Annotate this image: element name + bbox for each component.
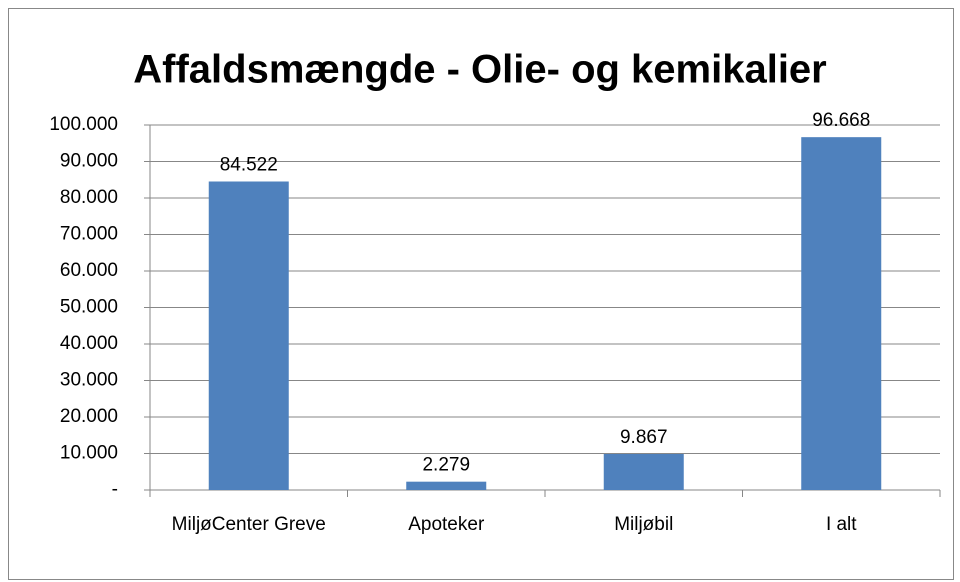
y-tick-label: 10.000	[60, 443, 118, 464]
x-tick-label: Miljøbil	[614, 514, 674, 535]
y-tick-label: 60.000	[60, 260, 118, 281]
bar	[603, 453, 684, 490]
y-tick-label: 80.000	[60, 187, 118, 208]
data-label: 96.668	[812, 110, 870, 131]
y-tick-label: 40.000	[60, 333, 118, 354]
y-tick-label: -	[112, 479, 118, 500]
data-label: 9.867	[620, 427, 668, 448]
bar	[406, 481, 487, 490]
y-tick-label: 100.000	[49, 114, 118, 135]
data-label: 84.522	[220, 155, 278, 176]
y-tick-label: 30.000	[60, 370, 118, 391]
y-tick-label: 70.000	[60, 224, 118, 245]
chart-title: Affaldsmængde - Olie- og kemikalier	[133, 48, 827, 92]
x-tick-label: MiljøCenter Greve	[171, 514, 326, 535]
data-label: 2.279	[422, 455, 470, 476]
y-tick-label: 90.000	[60, 151, 118, 172]
bar	[801, 137, 882, 490]
x-tick-label: I alt	[825, 514, 857, 535]
x-tick-label: Apoteker	[408, 514, 485, 535]
y-tick-label: 50.000	[60, 297, 118, 318]
bar	[208, 181, 289, 491]
y-tick-label: 20.000	[60, 406, 118, 427]
